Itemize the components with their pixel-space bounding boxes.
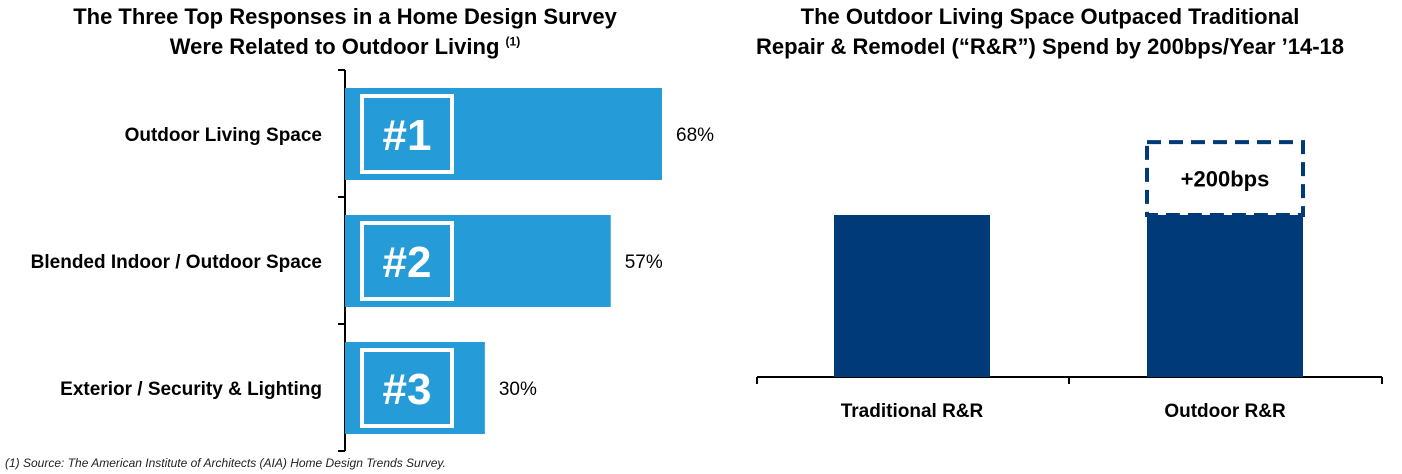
right-chart-title: The Outdoor Living Space Outpaced Tradit… — [700, 2, 1400, 62]
value-label-3: 30% — [499, 379, 537, 400]
bar-1 — [345, 88, 662, 180]
value-label-2: 57% — [625, 252, 663, 273]
left-title-superscript: (1) — [505, 34, 521, 49]
x-category-label-1: Traditional R&R — [841, 401, 984, 422]
value-label-1: 68% — [676, 125, 714, 146]
right-title-line-1: The Outdoor Living Space Outpaced Tradit… — [800, 4, 1300, 29]
rank-label-2: #2 — [383, 238, 432, 287]
right-title-line-2: Repair & Remodel (“R&R”) Spend by 200bps… — [755, 34, 1345, 59]
increment-label: +200bps — [1181, 167, 1270, 192]
x-category-label-2: Outdoor R&R — [1164, 401, 1286, 422]
footnote: (1) Source: The American Institute of Ar… — [5, 456, 446, 470]
left-title-line-2: Were Related to Outdoor Living (1) — [0, 32, 690, 62]
bar-2 — [345, 215, 611, 307]
left-title-line-1: The Three Top Responses in a Home Design… — [73, 4, 617, 29]
category-label-2: Blended Indoor / Outdoor Space — [31, 252, 322, 273]
rank-badge-2 — [360, 221, 454, 301]
bar-3 — [345, 342, 485, 434]
rank-label-1: #1 — [383, 111, 432, 160]
column-1 — [834, 215, 990, 377]
rank-badge-3 — [360, 348, 454, 428]
increment-dashed-box — [1145, 140, 1305, 218]
left-title-line-2-text: Were Related to Outdoor Living — [169, 34, 500, 59]
left-chart-title: The Three Top Responses in a Home Design… — [0, 2, 690, 62]
category-label-3: Exterior / Security & Lighting — [60, 379, 322, 400]
category-label-1: Outdoor Living Space — [125, 125, 322, 146]
rank-badge-1 — [360, 94, 454, 174]
column-2 — [1147, 215, 1303, 377]
rank-label-3: #3 — [383, 365, 432, 414]
